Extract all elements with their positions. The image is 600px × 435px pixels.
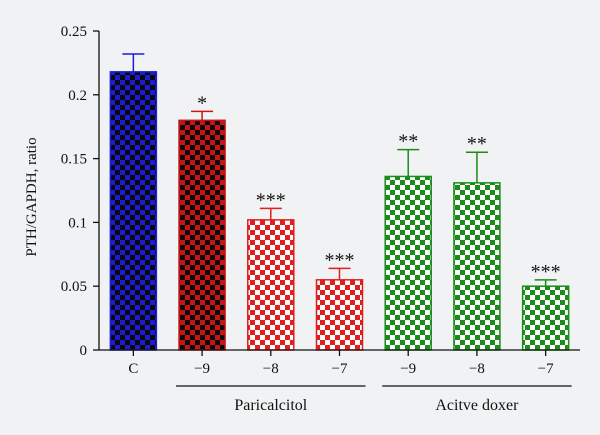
y-tick-label: 0.05 — [61, 279, 87, 295]
y-tick-label: 0.25 — [61, 24, 87, 40]
y-tick-label: 0.2 — [68, 88, 87, 104]
significance-label: *** — [325, 249, 355, 271]
bar — [247, 219, 295, 351]
y-tick-label: 0.15 — [61, 152, 87, 168]
significance-label: *** — [256, 189, 286, 211]
significance-label: ** — [467, 133, 487, 155]
x-tick-label: −8 — [263, 361, 279, 377]
x-tick-label: −8 — [469, 361, 485, 377]
group-label: Acitve doxer — [435, 397, 519, 414]
x-tick-label: −7 — [538, 361, 554, 377]
bar — [384, 175, 432, 351]
bar — [109, 71, 158, 351]
significance-label: * — [197, 92, 207, 114]
x-tick-label: C — [128, 361, 138, 377]
bar — [521, 285, 570, 351]
y-tick-label: 0 — [80, 343, 88, 359]
bar — [453, 182, 501, 351]
bar — [178, 119, 226, 351]
group-label: Paricalcitol — [234, 397, 307, 414]
significance-label: *** — [531, 261, 561, 283]
axes: 0 0.05 0.1 0.15 0.2 0.25 C −9 −8 −7 −9 −8 −7 Paricalc… — [61, 24, 580, 414]
y-tick-label: 0.1 — [68, 215, 87, 231]
bar — [315, 279, 364, 351]
significance-label: ** — [398, 131, 418, 153]
x-tick-label: −7 — [332, 361, 348, 377]
x-tick-label: −9 — [194, 361, 210, 377]
bars: ********* ***** — [109, 53, 570, 351]
x-tick-label: −9 — [400, 361, 416, 377]
y-axis-label: PTH/GAPDH, ratio — [24, 137, 40, 256]
